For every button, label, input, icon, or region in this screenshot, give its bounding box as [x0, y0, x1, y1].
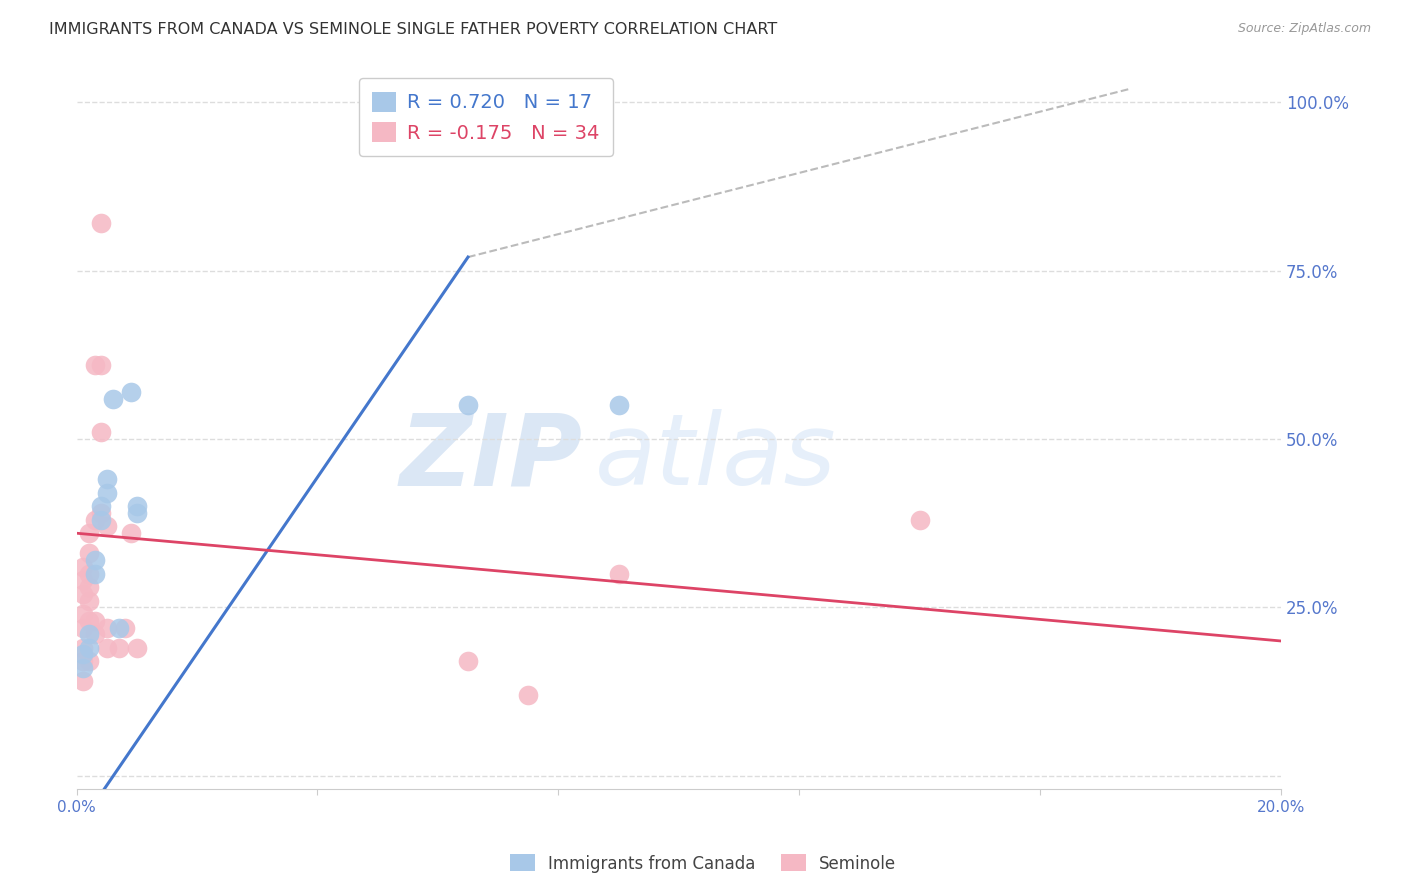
- Point: [83, 566, 105, 581]
- Point: [96, 640, 118, 655]
- Text: IMMIGRANTS FROM CANADA VS SEMINOLE SINGLE FATHER POVERTY CORRELATION CHART: IMMIGRANTS FROM CANADA VS SEMINOLE SINGL…: [49, 22, 778, 37]
- Legend: R = 0.720   N = 17, R = -0.175   N = 34: R = 0.720 N = 17, R = -0.175 N = 34: [359, 78, 613, 156]
- Point: [83, 513, 105, 527]
- Point: [72, 574, 94, 588]
- Point: [908, 513, 931, 527]
- Point: [101, 392, 124, 406]
- Point: [607, 566, 630, 581]
- Point: [96, 620, 118, 634]
- Point: [72, 654, 94, 668]
- Point: [77, 546, 100, 560]
- Point: [125, 500, 148, 514]
- Point: [90, 216, 112, 230]
- Point: [607, 398, 630, 412]
- Point: [77, 566, 100, 581]
- Point: [72, 674, 94, 689]
- Point: [107, 620, 129, 634]
- Point: [107, 640, 129, 655]
- Point: [77, 526, 100, 541]
- Point: [83, 614, 105, 628]
- Point: [72, 560, 94, 574]
- Point: [72, 648, 94, 662]
- Text: atlas: atlas: [595, 409, 837, 506]
- Point: [457, 398, 479, 412]
- Point: [125, 506, 148, 520]
- Point: [96, 519, 118, 533]
- Point: [77, 627, 100, 641]
- Point: [77, 640, 100, 655]
- Point: [517, 688, 540, 702]
- Point: [96, 485, 118, 500]
- Point: [77, 580, 100, 594]
- Point: [125, 640, 148, 655]
- Point: [72, 587, 94, 601]
- Point: [90, 506, 112, 520]
- Point: [114, 620, 136, 634]
- Point: [83, 358, 105, 372]
- Text: Source: ZipAtlas.com: Source: ZipAtlas.com: [1237, 22, 1371, 36]
- Point: [83, 553, 105, 567]
- Point: [90, 425, 112, 440]
- Point: [72, 640, 94, 655]
- Point: [77, 654, 100, 668]
- Point: [90, 500, 112, 514]
- Point: [457, 654, 479, 668]
- Point: [77, 614, 100, 628]
- Point: [90, 358, 112, 372]
- Point: [96, 472, 118, 486]
- Point: [72, 607, 94, 621]
- Text: ZIP: ZIP: [399, 409, 582, 506]
- Legend: Immigrants from Canada, Seminole: Immigrants from Canada, Seminole: [503, 847, 903, 880]
- Point: [83, 627, 105, 641]
- Point: [72, 620, 94, 634]
- Point: [72, 661, 94, 675]
- Point: [90, 513, 112, 527]
- Point: [120, 384, 142, 399]
- Point: [120, 526, 142, 541]
- Point: [77, 593, 100, 607]
